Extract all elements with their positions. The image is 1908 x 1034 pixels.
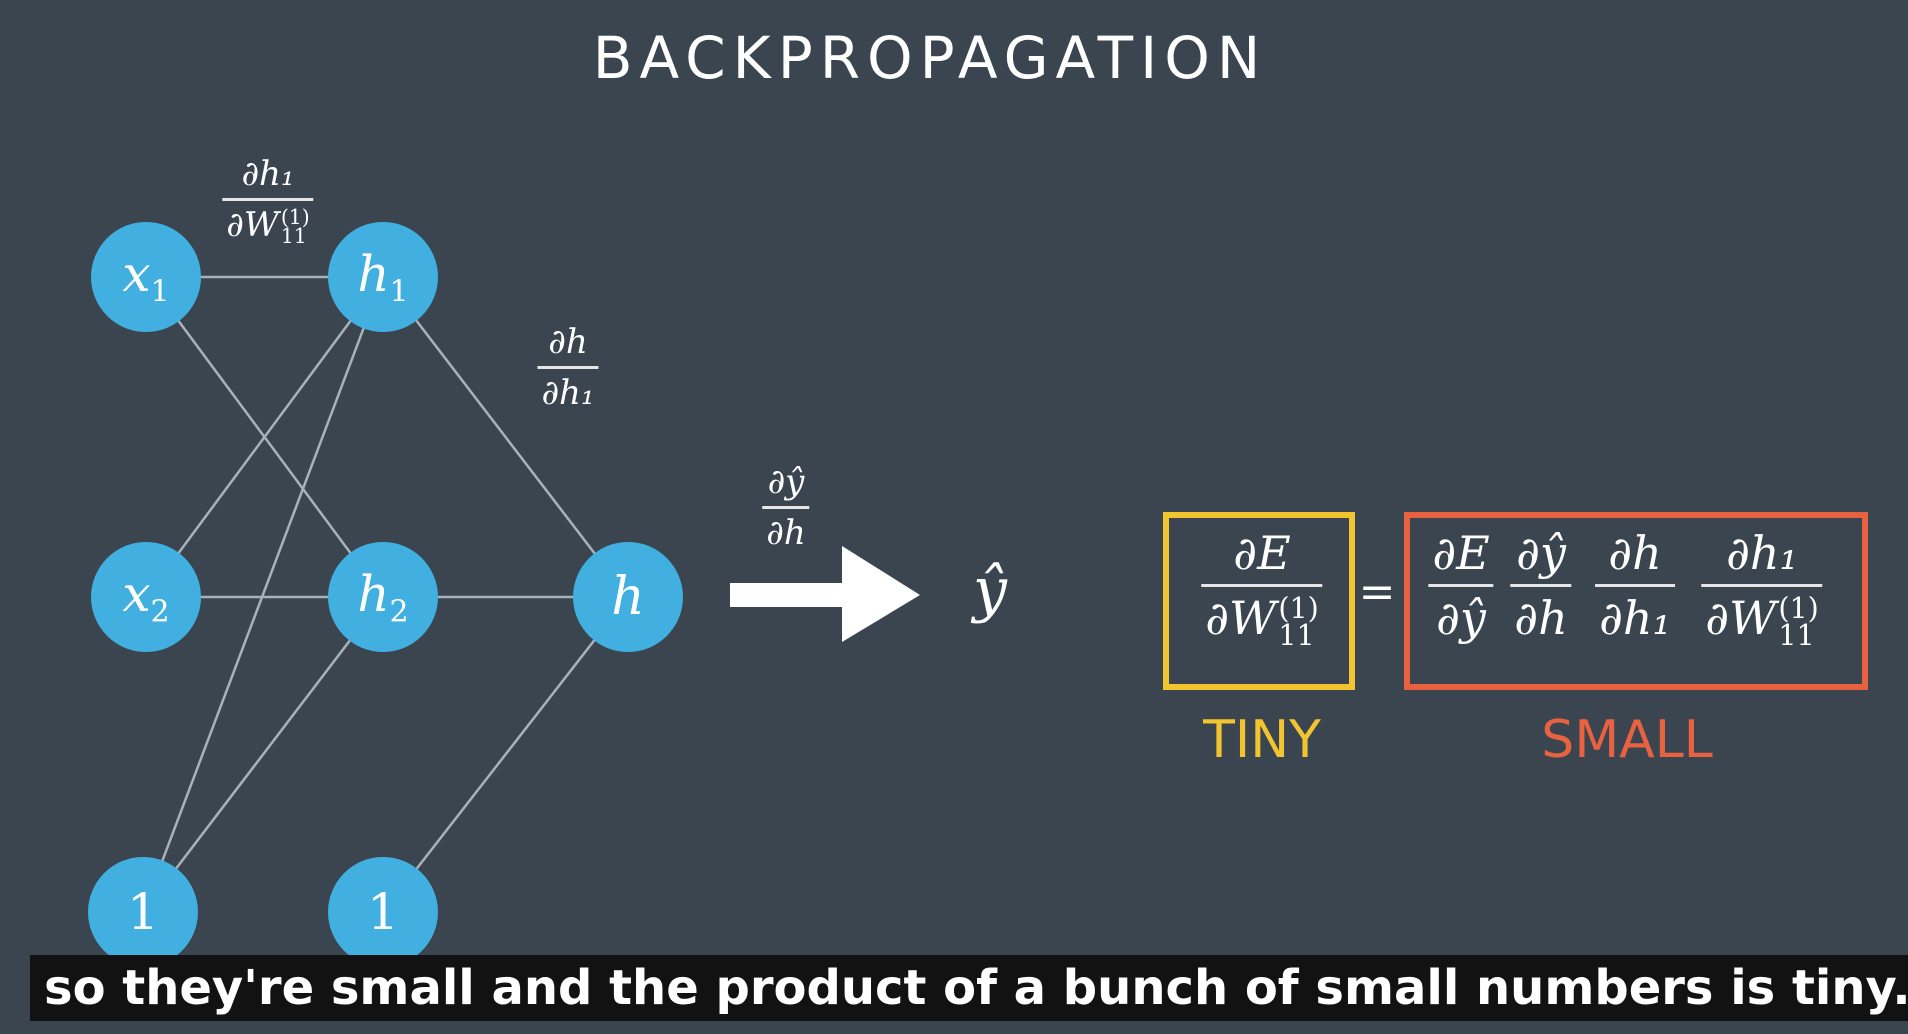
node-h1-label: h1 [357, 245, 408, 310]
frac-denominator: ∂h [1510, 591, 1571, 645]
frac-bar [222, 198, 313, 201]
frac-bar [762, 506, 809, 509]
frac-numerator: ∂h₁ [1722, 526, 1802, 580]
equation-rhs-term-3: ∂h ∂h₁ [1595, 526, 1675, 645]
frac-numerator: ∂E [1229, 526, 1294, 580]
frac-numerator: ∂ŷ [1512, 526, 1570, 580]
frac-numerator: ∂ŷ [764, 462, 809, 502]
small-label: SMALL [1541, 710, 1712, 770]
node-bias-hidden-label: 1 [367, 883, 399, 941]
frac-numerator: ∂h [1604, 526, 1665, 580]
equation-lhs: ∂E ∂W (1) 11 [1201, 526, 1322, 649]
node-x2-label: x2 [122, 565, 169, 630]
frac-bar [1201, 584, 1322, 587]
frac-denominator: ∂W (1) 11 [1201, 591, 1322, 649]
frac-bar [1595, 584, 1675, 587]
node-bias-input-label: 1 [127, 883, 159, 941]
derivative-dh1-dW11: ∂h₁ ∂W (1) 11 [222, 154, 313, 246]
frac-bar [1428, 584, 1493, 587]
node-h2-label: h2 [357, 565, 408, 630]
output-y-hat: ŷ [973, 555, 1007, 625]
edge-bias-input-h2 [143, 597, 383, 912]
frac-bar [537, 366, 598, 369]
frac-denominator: ∂W (1) 11 [1701, 591, 1822, 649]
edge-bias-hidden-h [383, 597, 628, 912]
frac-numerator: ∂E [1428, 526, 1493, 580]
node-h-label: h [611, 567, 645, 627]
arrow-icon [730, 546, 920, 642]
frac-numerator: ∂h [544, 322, 591, 362]
equation-rhs-term-4: ∂h₁ ∂W (1) 11 [1701, 526, 1822, 649]
frac-denominator: ∂W (1) 11 [222, 205, 313, 246]
node-x1-label: x1 [122, 245, 169, 310]
frac-denominator: ∂h [762, 513, 809, 553]
frac-bar [1701, 584, 1822, 587]
page-title: BACKPROPAGATION [0, 24, 1860, 92]
equation-rhs-term-1: ∂E ∂ŷ [1428, 526, 1493, 645]
tiny-label: TINY [1203, 710, 1321, 770]
frac-denominator: ∂ŷ [1432, 591, 1490, 645]
derivative-dh-dh1: ∂h ∂h₁ [537, 322, 598, 413]
frac-denominator: ∂h₁ [537, 373, 598, 413]
video-caption: so they're small and the product of a bu… [30, 955, 1908, 1021]
equals-sign: = [1359, 567, 1396, 618]
frac-numerator: ∂h₁ [237, 154, 298, 194]
equation-rhs-term-2: ∂ŷ ∂h [1510, 526, 1571, 645]
derivative-dyhat-dh: ∂ŷ ∂h [762, 462, 809, 553]
frac-denominator: ∂h₁ [1595, 591, 1675, 645]
frac-bar [1510, 584, 1571, 587]
